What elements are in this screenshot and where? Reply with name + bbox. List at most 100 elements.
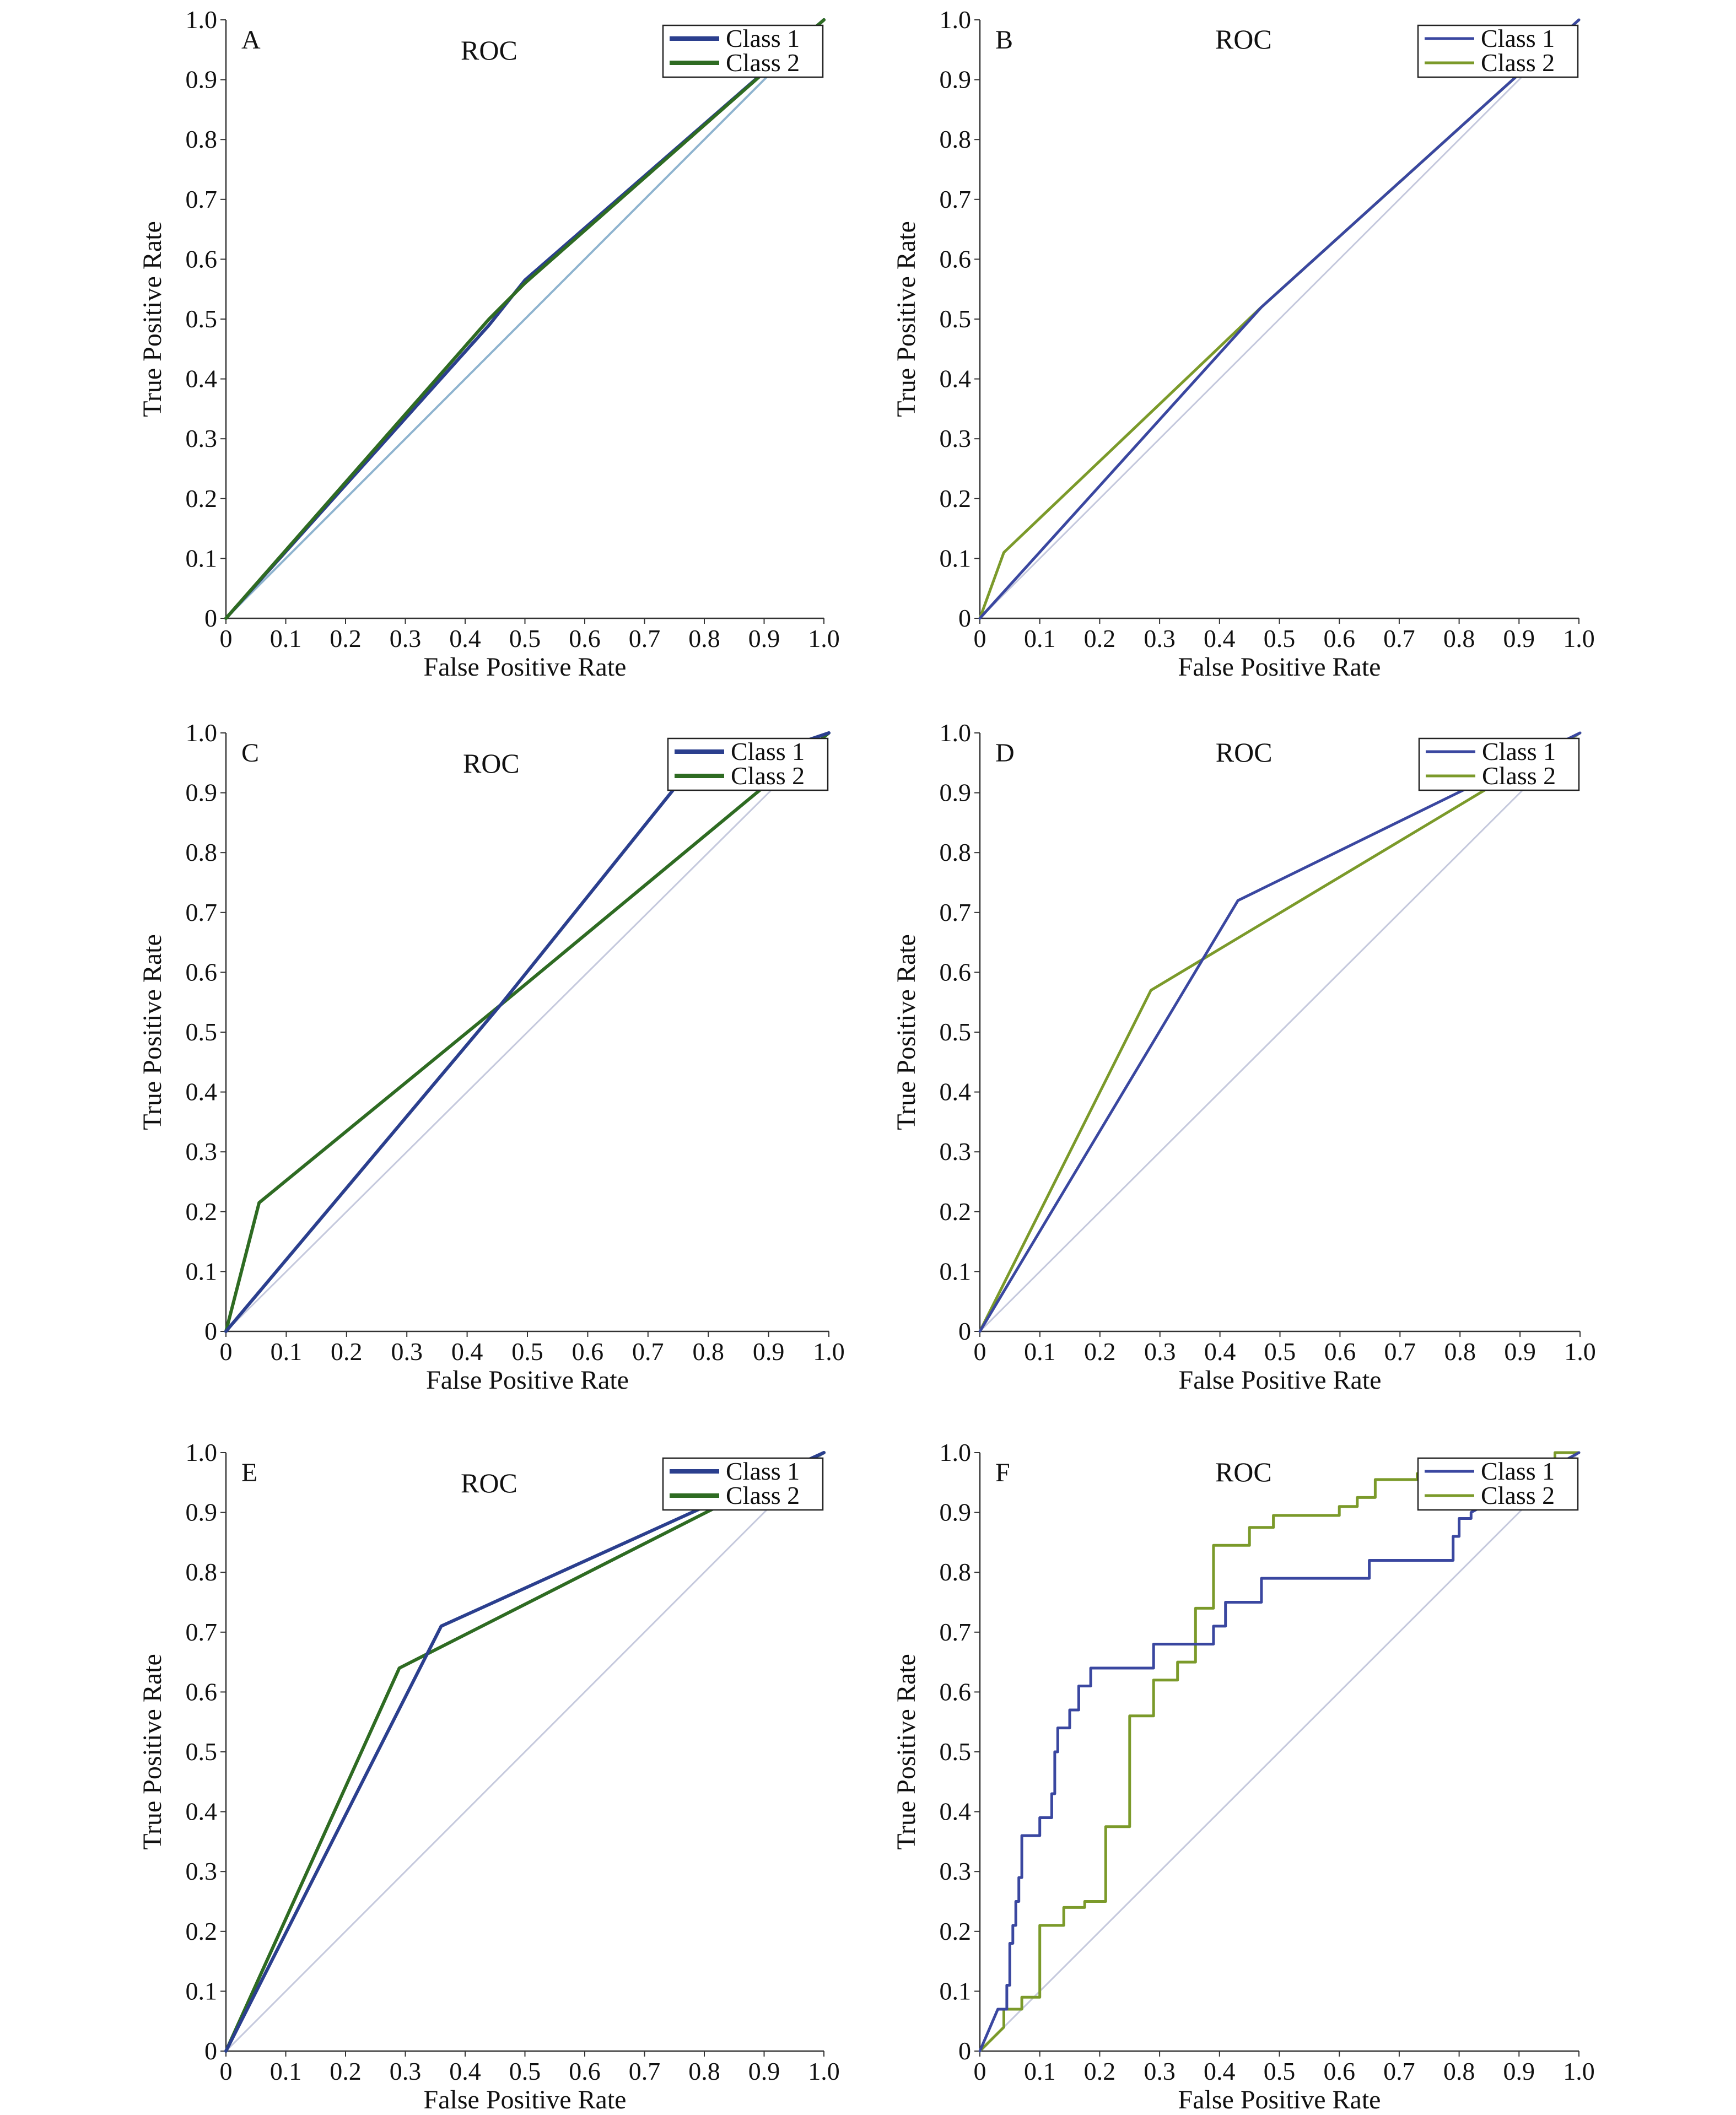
- chance-diagonal-line: [225, 732, 830, 1332]
- chance-diagonal-line: [225, 1452, 825, 2052]
- x-tick-label: 0.2: [331, 1337, 363, 1366]
- y-tick-label: 0.1: [186, 544, 218, 572]
- x-tick-label: 0.1: [270, 2057, 302, 2085]
- y-tick-label: 0.2: [186, 1917, 218, 1945]
- y-tick-label: 0: [958, 604, 971, 632]
- y-tick-label: 0.2: [940, 1917, 972, 1945]
- y-tick-label: 1.0: [186, 6, 218, 34]
- y-tick-label: 0.7: [186, 185, 218, 213]
- legend-label-class-2: Class 2: [1481, 1481, 1555, 1509]
- chart-title: ROC: [1216, 737, 1273, 768]
- legend-box: [1417, 1457, 1579, 1511]
- y-tick-label: 0.3: [940, 1857, 972, 1885]
- chance-diagonal-line: [979, 1452, 1580, 2052]
- y-tick-label: 0.8: [186, 1558, 218, 1586]
- y-tick-label: 0.2: [186, 484, 218, 512]
- x-axis-label: False Positive Rate: [424, 2085, 627, 2114]
- legend-label-class-2: Class 2: [726, 48, 800, 77]
- x-tick-label: 0.6: [572, 1337, 604, 1366]
- chart-title: ROC: [463, 748, 520, 779]
- x-tick-label: 0.5: [1264, 624, 1296, 652]
- x-tick-label: 0.6: [569, 624, 601, 652]
- x-axis-label: False Positive Rate: [1179, 1366, 1382, 1395]
- y-tick-label: 0.1: [940, 1257, 972, 1285]
- y-tick-label: 0.7: [186, 898, 218, 926]
- x-tick-label: 0.9: [753, 1337, 785, 1366]
- y-tick-label: 0.6: [940, 245, 972, 273]
- x-tick-label: 0.4: [449, 2057, 481, 2085]
- legend-box: [1417, 24, 1579, 78]
- x-tick-label: 0.8: [1443, 624, 1475, 652]
- x-tick-label: 0.6: [569, 2057, 601, 2085]
- x-tick-label: 0.7: [632, 1337, 664, 1366]
- x-tick-label: 0.5: [1264, 2057, 1296, 2085]
- y-tick-label: 0: [958, 2037, 971, 2065]
- x-tick-label: 0.8: [1444, 1337, 1476, 1366]
- y-tick-label: 0.5: [186, 305, 218, 333]
- x-tick-label: 0.5: [511, 1337, 543, 1366]
- x-tick-label: 0.3: [1144, 624, 1176, 652]
- y-tick-label: 0.4: [940, 1078, 972, 1106]
- y-axis-label: True Positive Rate: [892, 1654, 921, 1850]
- series-class-1-line: [978, 18, 1581, 620]
- x-tick-label: 0.2: [1084, 624, 1116, 652]
- x-tick-label: 0.4: [1204, 2057, 1236, 2085]
- x-tick-label: 0.3: [1144, 1337, 1176, 1366]
- chart-title: ROC: [1215, 1456, 1272, 1487]
- x-tick-label: 1.0: [808, 624, 840, 652]
- y-tick-label: 0.3: [940, 1137, 972, 1166]
- y-tick-label: 0.7: [940, 185, 972, 213]
- legend-label-class-2: Class 2: [726, 1481, 800, 1509]
- y-tick-label: 0.2: [940, 1197, 972, 1226]
- y-tick-label: 0.3: [940, 424, 972, 452]
- x-tick-label: 0.9: [748, 624, 780, 652]
- y-tick-label: 0.3: [186, 1137, 218, 1166]
- x-tick-label: 0.1: [1024, 1337, 1056, 1366]
- x-tick-label: 0.5: [509, 2057, 541, 2085]
- panel-letter: E: [241, 1458, 257, 1487]
- x-tick-label: 0.1: [1024, 624, 1056, 652]
- panel-letter: A: [241, 25, 261, 55]
- y-tick-label: 1.0: [940, 719, 972, 747]
- y-tick-label: 0.7: [186, 1618, 218, 1646]
- y-tick-label: 0.4: [186, 1078, 218, 1106]
- legend-label-class-2: Class 2: [1481, 48, 1555, 77]
- y-tick-label: 0.4: [186, 365, 218, 393]
- legend-label-class-2: Class 2: [731, 762, 805, 790]
- x-tick-label: 0.3: [390, 624, 422, 652]
- y-axis-label: True Positive Rate: [892, 934, 921, 1130]
- x-tick-label: 0.8: [692, 1337, 724, 1366]
- roc-panel-f: 0 0.1 0.2 0.3 0.4 0.5 0.6 0.7 0.8 0.9 1.0 0 0.1 0.2 0.…: [892, 1438, 1595, 2114]
- x-axis-label: False Positive Rate: [426, 1366, 629, 1395]
- legend-box: [667, 737, 829, 791]
- x-tick-label: 0: [974, 624, 986, 652]
- legend-label-class-1: Class 1: [726, 24, 800, 52]
- y-tick-label: 0.3: [186, 1857, 218, 1885]
- legend-label-class-1: Class 1: [731, 737, 805, 765]
- chart-title: ROC: [461, 35, 517, 66]
- y-tick-label: 1.0: [940, 1438, 972, 1466]
- legend-box: [1418, 737, 1580, 791]
- x-tick-label: 1.0: [813, 1337, 845, 1366]
- y-tick-label: 0.6: [940, 1677, 972, 1706]
- x-tick-label: 0.7: [629, 624, 661, 652]
- y-axis-label: True Positive Rate: [138, 221, 167, 417]
- x-tick-label: 0: [974, 1337, 986, 1366]
- y-tick-label: 0.9: [940, 779, 972, 807]
- y-tick-label: 0.4: [940, 365, 972, 393]
- x-tick-label: 0.8: [688, 624, 720, 652]
- y-tick-label: 0.6: [186, 958, 218, 986]
- x-tick-label: 0.9: [1503, 624, 1535, 652]
- y-tick-label: 0.8: [186, 125, 218, 153]
- x-tick-label: 0.4: [1204, 624, 1236, 652]
- x-tick-label: 0.7: [1383, 624, 1415, 652]
- roc-panel-b: 0 0.1 0.2 0.3 0.4 0.5 0.6 0.7 0.8 0.9 1.0 0 0.1 0.2 0.…: [892, 6, 1595, 682]
- roc-panel-a: 0 0.1 0.2 0.3 0.4 0.5 0.6 0.7 0.8 0.9 1.0 0 0.1 0.2 0.…: [138, 6, 840, 682]
- x-tick-label: 0: [220, 2057, 233, 2085]
- panel-letter: F: [995, 1458, 1010, 1487]
- y-tick-label: 0.1: [940, 1977, 972, 2005]
